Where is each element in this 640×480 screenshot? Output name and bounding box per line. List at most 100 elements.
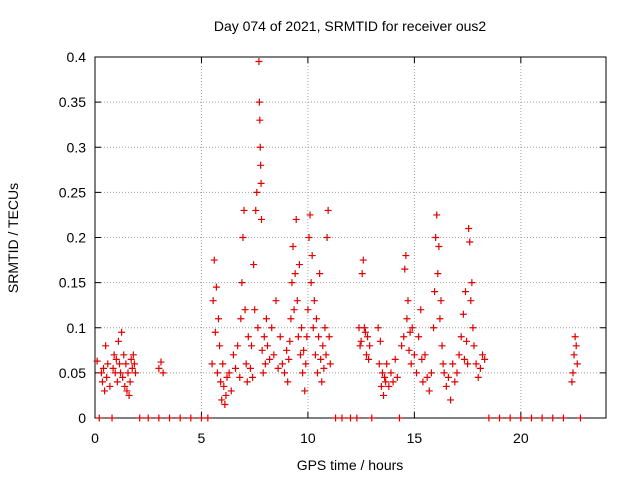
data-point xyxy=(93,357,101,365)
data-point xyxy=(237,315,245,323)
data-point xyxy=(469,324,477,332)
data-point xyxy=(449,360,457,368)
data-point xyxy=(378,369,386,377)
data-point xyxy=(250,261,258,269)
data-point xyxy=(463,337,471,345)
data-point xyxy=(439,360,447,368)
data-point xyxy=(213,369,221,377)
data-point xyxy=(368,414,376,422)
data-point xyxy=(436,315,444,323)
data-point xyxy=(316,270,324,278)
data-point xyxy=(166,414,174,422)
data-point xyxy=(476,364,484,372)
data-point xyxy=(423,373,431,381)
data-point xyxy=(246,364,254,372)
y-tick-label: 0.15 xyxy=(59,275,86,291)
data-point xyxy=(285,355,293,363)
data-point xyxy=(364,333,372,341)
data-point xyxy=(433,211,441,219)
data-point xyxy=(347,414,354,422)
data-point xyxy=(307,279,315,287)
data-point xyxy=(464,360,472,368)
data-point xyxy=(356,342,364,350)
data-point xyxy=(211,328,219,336)
data-point xyxy=(276,333,284,341)
data-point xyxy=(358,270,366,278)
data-point xyxy=(418,355,426,363)
data-points xyxy=(93,58,584,422)
data-point xyxy=(232,364,240,372)
data-point xyxy=(114,337,122,345)
data-point xyxy=(466,238,474,246)
data-point xyxy=(408,324,416,332)
data-point xyxy=(325,333,333,341)
data-point xyxy=(310,297,318,305)
data-point xyxy=(159,369,167,377)
data-point xyxy=(417,306,425,314)
data-point xyxy=(280,369,288,377)
data-point xyxy=(101,387,109,395)
data-point xyxy=(447,396,455,404)
data-point xyxy=(427,369,435,377)
data-point xyxy=(382,378,390,386)
data-point xyxy=(266,355,274,363)
data-point xyxy=(128,364,136,372)
data-point xyxy=(157,358,165,366)
data-point xyxy=(383,360,391,368)
data-point xyxy=(272,297,280,305)
y-axis-label: SRMTID / TECUs xyxy=(5,183,21,293)
data-point xyxy=(472,360,480,368)
data-point xyxy=(296,351,304,359)
data-point xyxy=(485,414,493,422)
data-point xyxy=(112,355,120,363)
data-point xyxy=(322,351,330,359)
data-point xyxy=(571,333,579,341)
data-point xyxy=(257,161,265,169)
data-point xyxy=(309,324,317,332)
data-point xyxy=(268,324,276,332)
data-point xyxy=(262,315,270,323)
data-point xyxy=(125,391,133,399)
data-point xyxy=(360,324,368,332)
data-point xyxy=(300,346,308,354)
data-point xyxy=(506,414,514,422)
data-point xyxy=(176,414,184,422)
data-point xyxy=(214,315,222,323)
data-point xyxy=(291,270,299,278)
data-point xyxy=(290,306,298,314)
data-point xyxy=(95,414,103,422)
data-point xyxy=(402,252,410,260)
data-point xyxy=(119,373,127,381)
axis-ticks: 0 0.05 0.1 0.15 0.2 0.25 0.3 0.35 0.4 0 5 10 15 20 xyxy=(59,49,606,446)
data-point xyxy=(527,414,535,422)
data-point xyxy=(270,351,278,359)
y-tick-label: 0.1 xyxy=(67,320,87,336)
data-point xyxy=(573,360,581,368)
data-point xyxy=(460,355,468,363)
data-point xyxy=(247,342,255,350)
data-point xyxy=(389,378,397,386)
data-point xyxy=(377,382,385,390)
data-point xyxy=(306,211,314,219)
data-point xyxy=(252,206,260,214)
data-point xyxy=(315,333,323,341)
data-point xyxy=(261,360,269,368)
data-point xyxy=(470,342,478,350)
data-point xyxy=(385,382,393,390)
data-point xyxy=(461,288,469,296)
data-point xyxy=(312,315,320,323)
data-point xyxy=(219,360,227,368)
data-point xyxy=(251,306,259,314)
data-point xyxy=(117,369,125,377)
x-tick-label: 10 xyxy=(300,430,316,446)
data-point xyxy=(453,369,461,377)
data-point xyxy=(415,333,423,341)
data-point xyxy=(292,215,300,223)
data-point xyxy=(559,414,567,422)
data-point xyxy=(283,346,291,354)
data-point xyxy=(301,387,309,395)
data-point xyxy=(240,206,248,214)
data-point xyxy=(249,373,257,381)
data-point xyxy=(210,256,218,264)
